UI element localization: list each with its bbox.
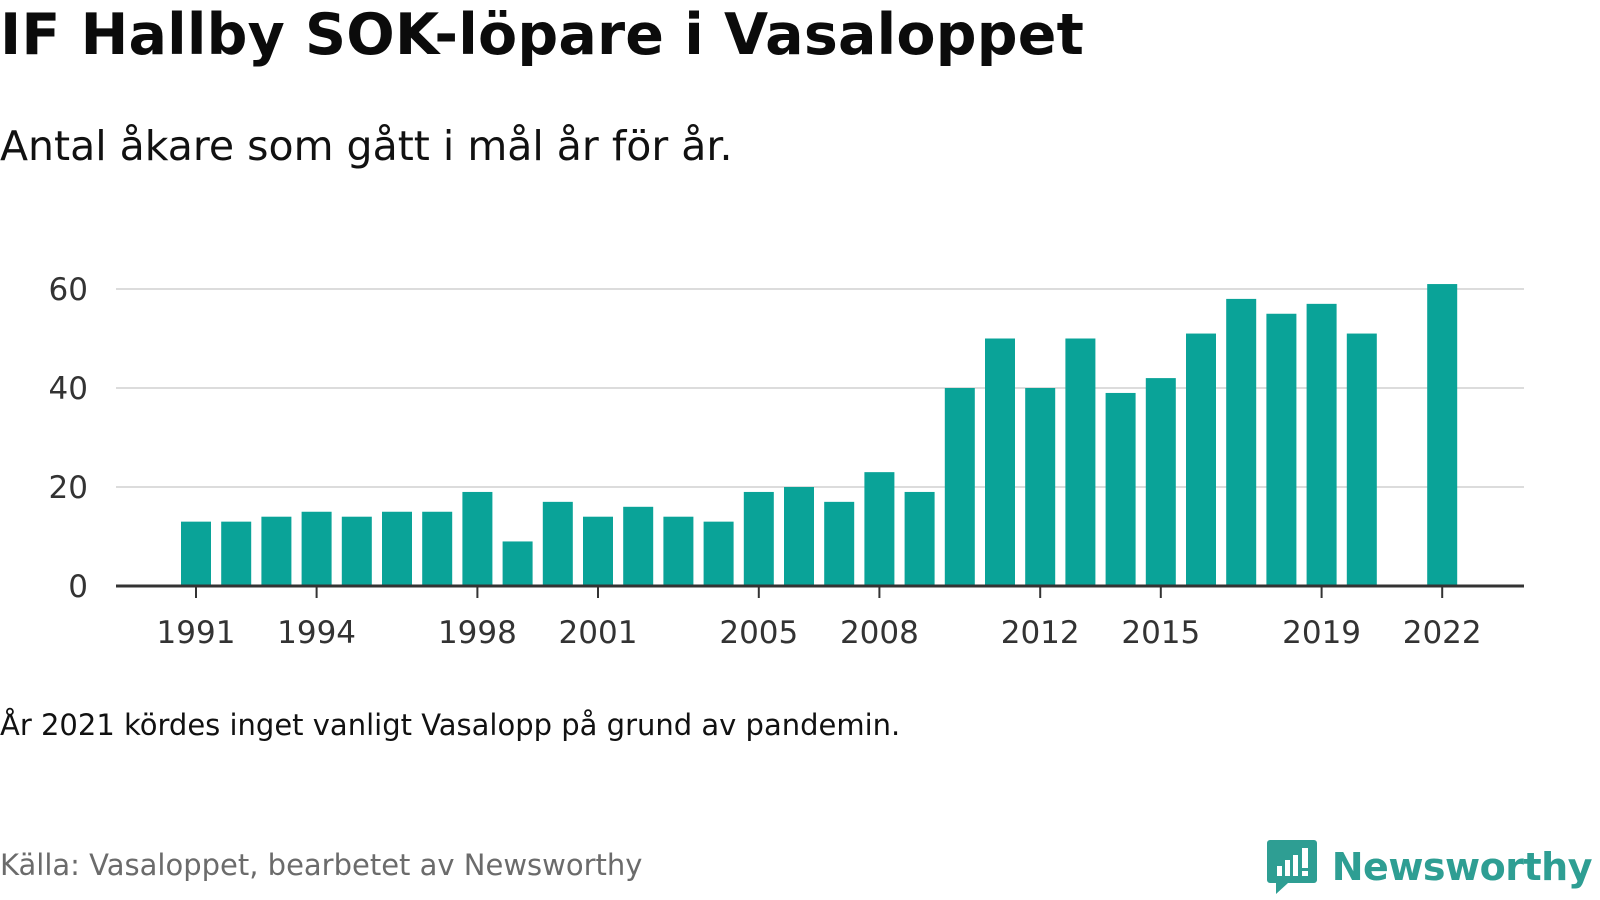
x-tick-label: 1991 xyxy=(157,615,236,651)
chart-subtitle: Antal åkare som gått i mål år för år. xyxy=(0,122,733,170)
y-tick-label: 0 xyxy=(68,569,88,605)
bar-1995 xyxy=(341,516,372,586)
y-tick-label: 60 xyxy=(49,272,88,308)
brand-name: Newsworthy xyxy=(1331,845,1593,889)
bar-2016 xyxy=(1186,333,1216,586)
bar-2015 xyxy=(1145,378,1176,586)
bar-2010 xyxy=(944,388,975,586)
y-tick-label: 20 xyxy=(49,470,88,506)
brand: Newsworthy xyxy=(1266,838,1593,896)
x-tick-label: 1994 xyxy=(277,615,356,651)
chart-title: IF Hallby SOK-löpare i Vasaloppet xyxy=(0,2,1085,68)
bar-1994 xyxy=(301,511,332,586)
bar-2007 xyxy=(824,501,855,586)
chart-note: År 2021 kördes inget vanligt Vasalopp på… xyxy=(0,708,901,742)
bar-2001 xyxy=(583,516,613,586)
x-tick-label: 2015 xyxy=(1121,615,1200,651)
bar-1992 xyxy=(221,521,252,586)
bar-2000 xyxy=(542,501,573,586)
x-tick-label: 2008 xyxy=(840,615,919,651)
bar-2009 xyxy=(904,491,935,586)
bar-2011 xyxy=(985,338,1015,586)
bar-1991 xyxy=(181,521,211,586)
bar-1997 xyxy=(422,511,453,586)
bar-2003 xyxy=(663,516,694,586)
bar-2014 xyxy=(1105,392,1136,586)
newsworthy-logo-icon xyxy=(1266,840,1317,894)
x-tick-label: 2019 xyxy=(1282,615,1361,651)
bar-2004 xyxy=(703,521,734,586)
bar-2018 xyxy=(1266,313,1297,586)
bar-2005 xyxy=(743,491,774,586)
x-tick-label: 2022 xyxy=(1403,615,1482,651)
bar-2006 xyxy=(784,487,814,586)
bar-2012 xyxy=(1025,388,1056,586)
bar-2020 xyxy=(1346,333,1377,586)
bar-2008 xyxy=(864,472,895,586)
bar-2002 xyxy=(623,506,654,586)
bar-1993 xyxy=(261,516,292,586)
source-text: Källa: Vasaloppet, bearbetet av Newswort… xyxy=(0,848,643,882)
x-tick-label: 2012 xyxy=(1001,615,1080,651)
y-tick-label: 40 xyxy=(49,371,88,407)
x-tick-label: 1998 xyxy=(438,615,517,651)
bar-1999 xyxy=(502,541,533,586)
x-tick-label: 2001 xyxy=(559,615,638,651)
bar-1998 xyxy=(462,491,493,586)
bar-2017 xyxy=(1226,298,1257,586)
x-tick-label: 2005 xyxy=(719,615,798,651)
bar-2013 xyxy=(1065,338,1096,586)
bar-1996 xyxy=(382,511,412,586)
bar-2019 xyxy=(1306,303,1337,586)
bar-2022 xyxy=(1427,284,1458,586)
